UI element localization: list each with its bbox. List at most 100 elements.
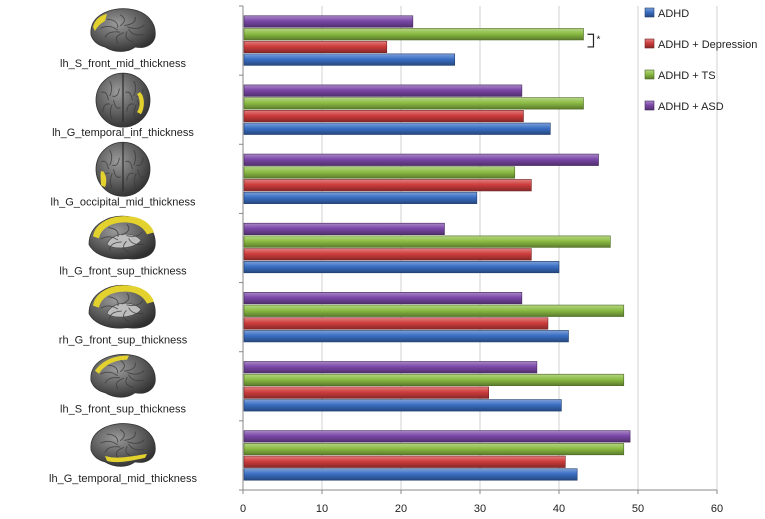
sulcus [102, 103, 110, 112]
highlight-region [93, 216, 154, 239]
bar-adhd-rh_G_front_sup_thickness [243, 330, 569, 343]
sulcus [112, 157, 120, 166]
sulcus [127, 439, 145, 444]
sulcus [115, 32, 125, 44]
bar-adhd-asd-lh_G_temporal_inf_thickness [243, 84, 523, 97]
legend-label: ADHD + Depression [658, 39, 757, 51]
x-tick-label: 40 [553, 503, 565, 515]
bar-adhd-asd-lh_G_front_sup_thickness [243, 222, 445, 235]
x-tick-label: 10 [316, 503, 328, 515]
bars [243, 15, 631, 481]
sulcus [112, 88, 120, 97]
bar-adhd-asd-lh_G_temporal_mid_thickness [243, 430, 631, 443]
legend-swatch [644, 69, 655, 80]
highlight-region [95, 355, 129, 374]
highlight-region [93, 14, 107, 31]
category-labels: lh_S_front_mid_thickness lh_G_temporal_in… [49, 58, 197, 485]
legend: ADHD ADHD + Depression ADHD + TS ADHD + ASD [644, 7, 757, 113]
sulcus [123, 240, 130, 253]
sulcus [109, 80, 113, 97]
brain-images [88, 8, 156, 467]
sulcus [109, 310, 122, 320]
sulcus [126, 172, 134, 181]
annotations: * [587, 33, 600, 48]
sulcus [137, 169, 145, 178]
sulcus [125, 31, 134, 43]
sulcus [127, 24, 145, 29]
category-label: lh_S_front_mid_thickness [60, 58, 186, 70]
sulcus [100, 440, 119, 446]
sulcus [104, 31, 121, 38]
sulcus [128, 238, 144, 245]
bar-adhd-ts-lh_G_occipital_mid_thickness [243, 166, 516, 179]
bar-adhd-depression-lh_G_temporal_mid_thickness [243, 455, 566, 468]
brain-lateral-left-icon [90, 423, 156, 467]
brain-posterior-icon [95, 72, 151, 128]
sulcus [104, 446, 121, 453]
x-tick-label: 20 [395, 503, 407, 515]
sulcus [126, 103, 134, 112]
sulcus [123, 310, 130, 322]
sulcus [121, 293, 130, 305]
bar-adhd-asd-lh_G_occipital_mid_thickness [243, 153, 599, 166]
sulcus [109, 173, 113, 189]
bar-adhd-ts-lh_S_front_mid_thickness [243, 28, 584, 41]
sulcus [113, 169, 121, 178]
legend-label: ADHD [658, 8, 689, 20]
sulcus [109, 241, 122, 251]
sulcus [100, 26, 119, 31]
sulcus [109, 150, 113, 166]
brain-lateral-left-icon [90, 354, 156, 398]
legend-item-adhd-ts: ADHD + TS [644, 69, 716, 82]
sulcus [119, 360, 125, 372]
significance-bracket [587, 33, 595, 48]
sulcus [128, 28, 144, 36]
sulcus [125, 376, 134, 388]
sulcus [100, 236, 119, 241]
category-label: lh_G_temporal_mid_thickness [49, 473, 197, 485]
corpus-callosum [106, 302, 142, 318]
sulcus [133, 104, 137, 120]
highlight-region [105, 453, 147, 463]
bar-adhd-lh_G_temporal_inf_thickness [243, 122, 551, 135]
sulcus [101, 91, 109, 101]
sulcus [133, 173, 137, 189]
bar-adhd-depression-lh_G_temporal_inf_thickness [243, 110, 524, 123]
sulcus [123, 431, 136, 441]
highlight-region [93, 285, 154, 308]
category-label: rh_G_front_sup_thickness [59, 335, 188, 347]
bar-adhd-asd-lh_S_front_mid_thickness [243, 15, 414, 28]
sulcus [109, 104, 113, 120]
bar-adhd-lh_G_front_sup_thickness [243, 260, 560, 274]
sulcus [119, 14, 125, 27]
x-tick-label: 60 [711, 503, 723, 515]
x-tick-label: 0 [240, 503, 246, 515]
sulcus [136, 157, 144, 166]
bar-adhd-ts-lh_G_temporal_inf_thickness [243, 97, 584, 110]
bar-adhd-asd-rh_G_front_sup_thickness [243, 292, 523, 305]
sulcus [128, 443, 144, 451]
sulcus [126, 300, 144, 307]
bar-adhd-ts-lh_G_temporal_mid_thickness [243, 443, 625, 456]
brain-posterior-icon [95, 141, 151, 197]
bar-adhd-ts-lh_S_front_sup_thickness [243, 373, 625, 386]
legend-label: ADHD + TS [658, 70, 716, 82]
legend-label: ADHD + ASD [658, 101, 724, 113]
sulcus [123, 16, 136, 26]
sulcus [115, 377, 125, 390]
sulcus [125, 91, 133, 101]
sulcus [115, 446, 125, 459]
legend-swatch [644, 100, 655, 111]
sulcus [133, 150, 137, 166]
sulcus [100, 371, 119, 377]
bar-adhd-depression-lh_S_front_sup_thickness [243, 386, 489, 399]
category-label: lh_G_occipital_mid_thickness [51, 196, 196, 208]
bar-adhd-lh_S_front_sup_thickness [243, 399, 562, 412]
bar-adhd-ts-lh_G_front_sup_thickness [243, 235, 611, 248]
sulcus [106, 364, 119, 374]
bar-adhd-depression-lh_G_front_sup_thickness [243, 248, 532, 261]
sulcus [127, 370, 145, 375]
corpus-callosum [106, 233, 142, 249]
category-label: lh_G_temporal_inf_thickness [52, 127, 194, 139]
brain-medial-icon [88, 215, 156, 260]
